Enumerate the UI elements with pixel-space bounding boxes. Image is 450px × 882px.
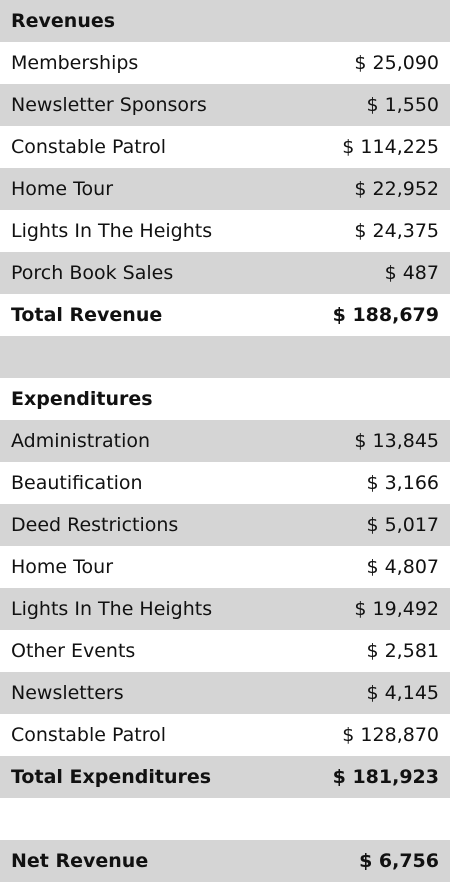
row-value: $ 487 xyxy=(384,262,439,284)
row-label: Constable Patrol xyxy=(11,136,166,158)
section-header: Expenditures xyxy=(0,378,450,420)
net-revenue-row: Net Revenue $ 6,756 xyxy=(0,840,450,882)
row-label: Newsletters xyxy=(11,682,124,704)
row-label: Constable Patrol xyxy=(11,724,166,746)
row-label: Home Tour xyxy=(11,178,114,200)
spacer-row xyxy=(0,798,450,840)
line-item: Constable Patrol $ 114,225 xyxy=(0,126,450,168)
row-value: $ 5,017 xyxy=(366,514,439,536)
row-label: Total Expenditures xyxy=(11,766,212,788)
row-label: Beautification xyxy=(11,472,143,494)
row-value: $ 19,492 xyxy=(354,598,439,620)
line-item: Other Events $ 2,581 xyxy=(0,630,450,672)
row-label: Home Tour xyxy=(11,556,114,578)
line-item: Lights In The Heights $ 24,375 xyxy=(0,210,450,252)
spacer-row xyxy=(0,336,450,378)
line-item: Beautification $ 3,166 xyxy=(0,462,450,504)
row-label: Administration xyxy=(11,430,151,452)
line-item: Home Tour $ 22,952 xyxy=(0,168,450,210)
row-label: Porch Book Sales xyxy=(11,262,174,284)
row-label: Net Revenue xyxy=(11,850,149,872)
line-item: Lights In The Heights $ 19,492 xyxy=(0,588,450,630)
section-header: Revenues xyxy=(0,0,450,42)
line-item: Newsletters $ 4,145 xyxy=(0,672,450,714)
row-label: Lights In The Heights xyxy=(11,220,213,242)
row-value: $ 181,923 xyxy=(332,766,439,788)
row-value: $ 6,756 xyxy=(359,850,439,872)
row-value: $ 2,581 xyxy=(366,640,439,662)
row-label: Expenditures xyxy=(11,388,153,410)
row-label: Total Revenue xyxy=(11,304,163,326)
line-item: Porch Book Sales $ 487 xyxy=(0,252,450,294)
row-label: Lights In The Heights xyxy=(11,598,213,620)
row-value: $ 3,166 xyxy=(366,472,439,494)
row-value: $ 4,145 xyxy=(366,682,439,704)
total-row: Total Revenue $ 188,679 xyxy=(0,294,450,336)
row-value: $ 25,090 xyxy=(354,52,439,74)
row-value: $ 24,375 xyxy=(354,220,439,242)
total-row: Total Expenditures $ 181,923 xyxy=(0,756,450,798)
row-value: $ 1,550 xyxy=(366,94,439,116)
row-label: Other Events xyxy=(11,640,136,662)
line-item: Constable Patrol $ 128,870 xyxy=(0,714,450,756)
row-value: $ 114,225 xyxy=(342,136,439,158)
line-item: Memberships $ 25,090 xyxy=(0,42,450,84)
row-value: $ 22,952 xyxy=(354,178,439,200)
row-label: Memberships xyxy=(11,52,139,74)
row-value: $ 4,807 xyxy=(366,556,439,578)
row-value: $ 188,679 xyxy=(332,304,439,326)
row-value: $ 13,845 xyxy=(354,430,439,452)
line-item: Deed Restrictions $ 5,017 xyxy=(0,504,450,546)
line-item: Newsletter Sponsors $ 1,550 xyxy=(0,84,450,126)
line-item: Administration $ 13,845 xyxy=(0,420,450,462)
row-label: Deed Restrictions xyxy=(11,514,179,536)
row-value: $ 128,870 xyxy=(342,724,439,746)
line-item: Home Tour $ 4,807 xyxy=(0,546,450,588)
row-label: Newsletter Sponsors xyxy=(11,94,207,116)
row-label: Revenues xyxy=(11,10,116,32)
